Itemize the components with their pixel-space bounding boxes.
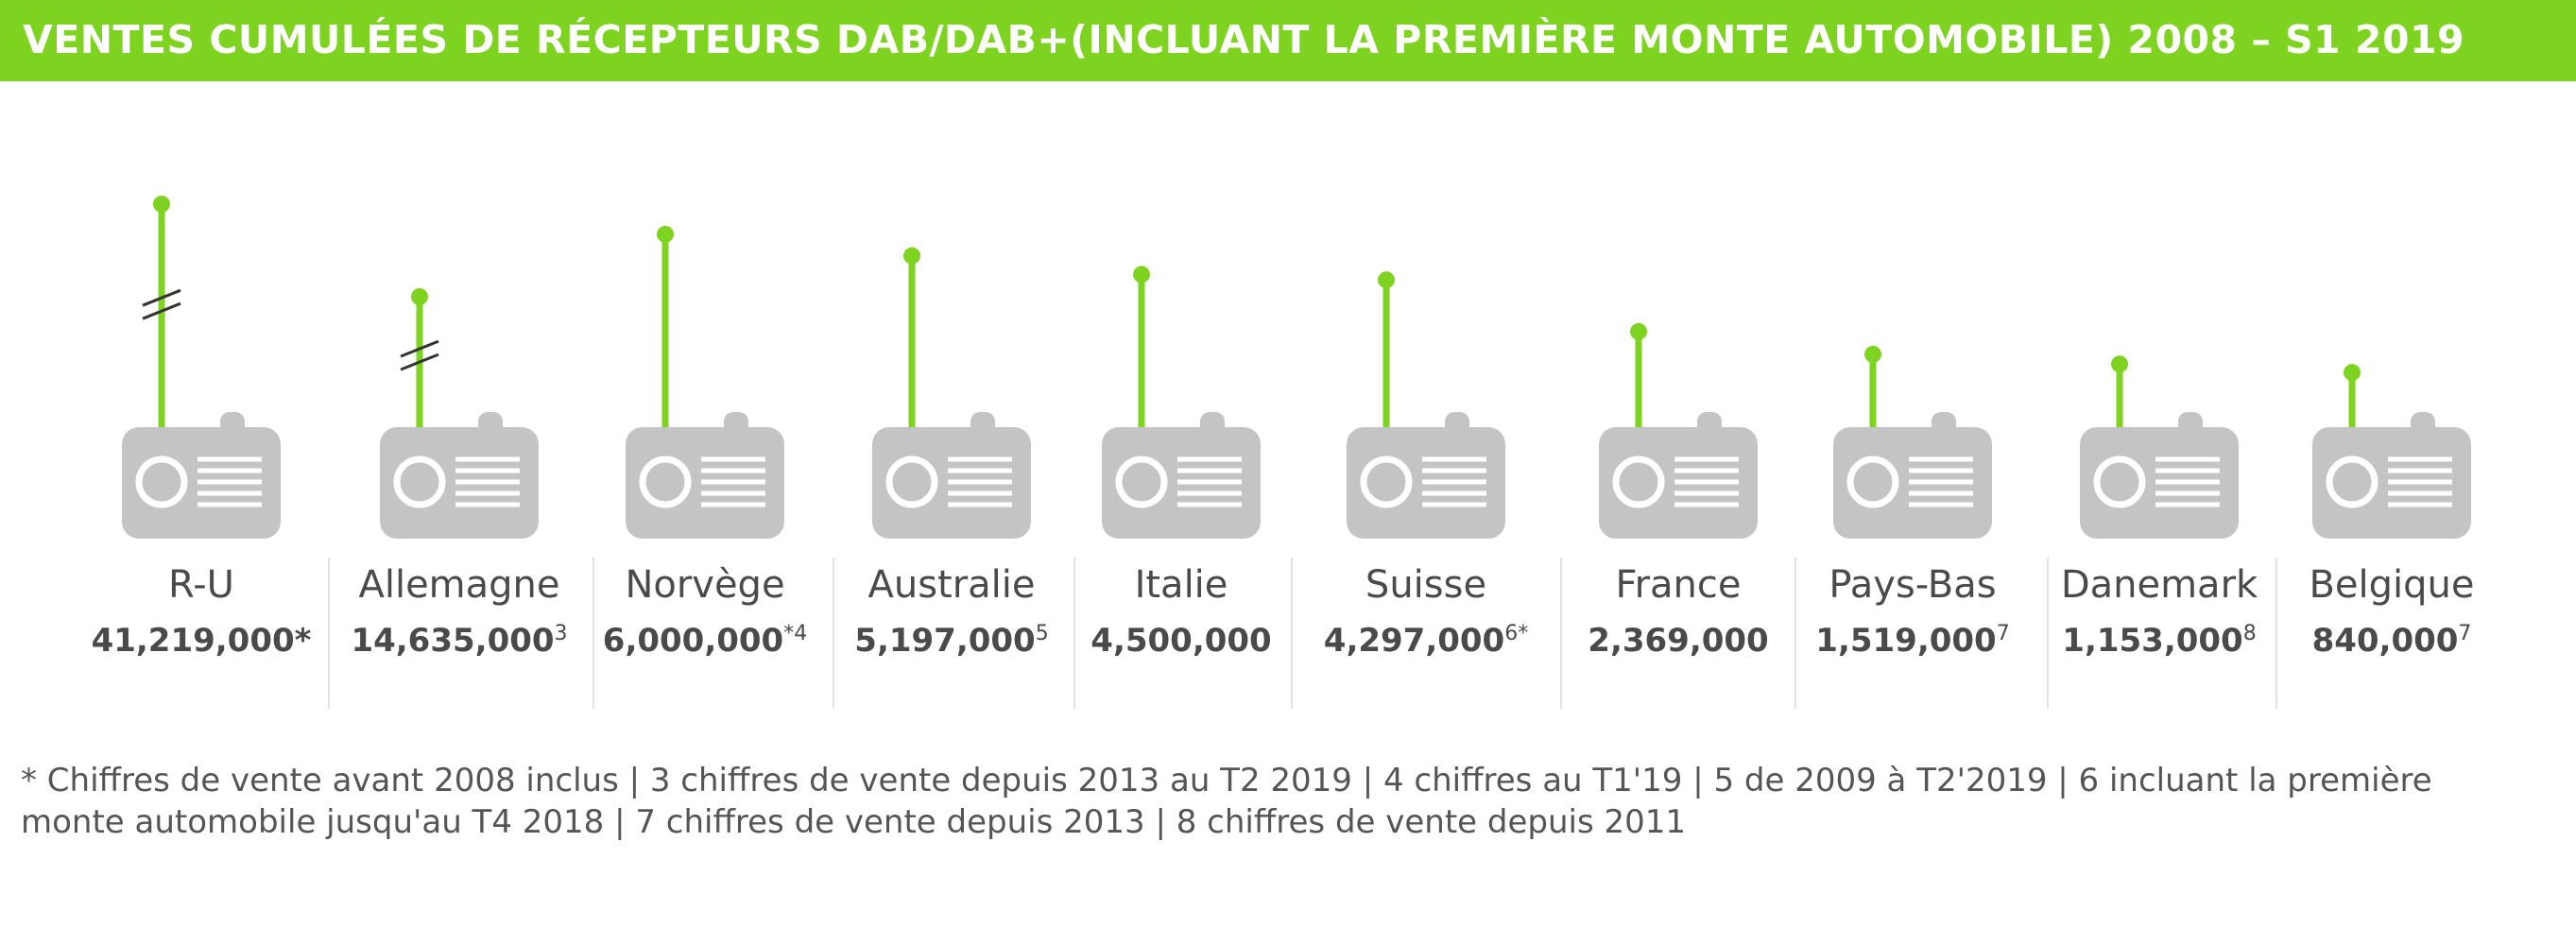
value-number: 41,219,000 <box>92 622 295 660</box>
radio-icon <box>1102 412 1261 539</box>
category-label: Italie <box>1135 563 1228 607</box>
bar-group-4: Italie 4,500,000 <box>1091 266 1272 660</box>
radio-icon <box>122 412 281 539</box>
category-label: Australie <box>867 563 1035 607</box>
title-banner: VENTES CUMULÉES DE RÉCEPTEURS DAB/DAB+(I… <box>0 0 2576 81</box>
value-footnote-marker: 7 <box>2458 622 2471 645</box>
value-footnote-marker: 6* <box>1504 622 1528 645</box>
category-label: Suisse <box>1365 563 1486 607</box>
value-footnote-marker: 5 <box>1036 622 1049 645</box>
axis-break-icon <box>400 339 439 358</box>
radio-speaker <box>2093 455 2146 508</box>
bar-group-8: Danemark 1,153,0008 <box>2061 355 2258 660</box>
value-number: 5,197,000 <box>854 622 1035 660</box>
antenna-tip <box>1378 271 1395 289</box>
radio-speaker <box>639 455 692 508</box>
value-number: 4,500,000 <box>1091 622 1271 660</box>
bar-group-0: R-U 41,219,000* <box>92 196 312 660</box>
category-label: Belgique <box>2309 563 2474 607</box>
page-title: VENTES CUMULÉES DE RÉCEPTEURS DAB/DAB+(I… <box>23 17 2465 62</box>
category-label: Pays-Bas <box>1829 563 1996 607</box>
radio-icon <box>2080 412 2239 539</box>
value-label: 14,635,0003 <box>351 622 567 660</box>
bar-group-7: Pays-Bas 1,519,0007 <box>1815 345 2010 660</box>
value-label: 1,153,0008 <box>2062 622 2256 660</box>
value-footnote-marker: 3 <box>555 622 568 645</box>
value-label: 4,297,0006* <box>1324 622 1528 660</box>
value-label: 41,219,000* <box>92 622 312 660</box>
value-footnote-marker: *4 <box>783 622 807 645</box>
value-number: 2,369,000 <box>1588 622 1768 660</box>
bar-group-6: France 2,369,000 <box>1588 322 1769 660</box>
axis-break-icon <box>400 352 439 371</box>
value-label: 5,197,0005 <box>854 622 1048 660</box>
antenna-tip <box>1133 266 1150 284</box>
antenna-tip <box>411 288 428 305</box>
category-label: Allemagne <box>358 563 559 607</box>
radio-icon <box>380 412 539 539</box>
bar-group-3: Australie 5,197,0005 <box>854 247 1049 660</box>
radio-speaker <box>1612 455 1665 508</box>
radio-bar-chart: R-U 41,219,000* Allemagne 14,635,0003 Norvèg… <box>92 196 2475 709</box>
radio-icon <box>2312 412 2471 539</box>
bar-group-1: Allemagne 14,635,0003 <box>351 288 568 660</box>
radio-icon <box>1347 412 1505 539</box>
value-number: 14,635,000 <box>351 622 554 660</box>
value-number: 840,000 <box>2312 622 2459 660</box>
antenna-tip <box>2344 364 2361 382</box>
category-label: France <box>1615 563 1741 607</box>
antenna-tip <box>1864 345 1881 363</box>
value-label: 2,369,000 <box>1588 622 1768 660</box>
value-footnote-marker: * <box>295 622 312 660</box>
axis-break-icon <box>142 288 181 307</box>
value-label: 6,000,000*4 <box>603 622 807 660</box>
value-number: 6,000,000 <box>603 622 783 660</box>
radio-speaker <box>1846 455 1899 508</box>
antenna-tip <box>657 225 674 243</box>
footnote: * Chiffres de vente avant 2008 inclus | … <box>21 762 2432 841</box>
radio-icon <box>872 412 1031 539</box>
value-number: 1,519,000 <box>1815 622 1996 660</box>
value-label: 1,519,0007 <box>1815 622 2009 660</box>
bar-group-5: Suisse 4,297,0006* <box>1324 271 1528 660</box>
radio-speaker <box>885 455 938 508</box>
radio-speaker <box>2326 455 2379 508</box>
antenna-tip <box>1630 322 1647 340</box>
value-number: 1,153,000 <box>2062 622 2242 660</box>
bar-group-9: Belgique 840,0007 <box>2309 364 2475 660</box>
radio-icon <box>1599 412 1758 539</box>
value-number: 4,297,000 <box>1324 622 1504 660</box>
bar-group-2: Norvège 6,000,000*4 <box>603 225 807 660</box>
radio-speaker <box>393 455 446 508</box>
value-footnote-marker: 7 <box>1997 622 2010 645</box>
value-footnote-marker: 8 <box>2243 622 2257 645</box>
value-label: 4,500,000 <box>1091 622 1271 660</box>
radio-speaker <box>1115 455 1168 508</box>
axis-break-icon <box>142 301 181 320</box>
antenna-tip <box>2111 355 2128 373</box>
radio-icon <box>1833 412 1992 539</box>
antenna-tip <box>153 196 170 213</box>
antenna-tip <box>903 247 920 265</box>
value-label: 840,0007 <box>2312 622 2472 660</box>
radio-speaker <box>1360 455 1413 508</box>
radio-speaker <box>135 455 188 508</box>
category-label: Norvège <box>625 563 784 607</box>
radio-icon <box>626 412 784 539</box>
category-label: Danemark <box>2061 563 2258 607</box>
category-label: R-U <box>168 563 234 607</box>
